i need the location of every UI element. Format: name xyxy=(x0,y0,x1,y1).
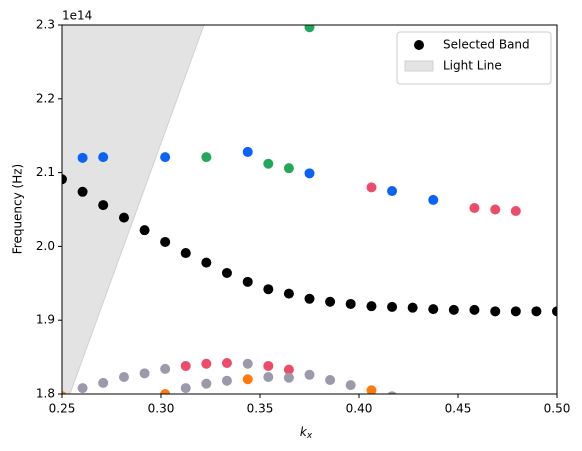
data-point xyxy=(283,364,294,375)
legend-label: Light Line xyxy=(443,59,502,73)
y-offset-label: 1e14 xyxy=(62,9,92,23)
data-point xyxy=(304,168,315,179)
data-point xyxy=(387,301,398,312)
data-point xyxy=(62,174,67,185)
data-point xyxy=(387,186,398,197)
y-tick-label: 2.1 xyxy=(36,165,55,179)
y-tick-label: 1.8 xyxy=(36,387,55,401)
data-point xyxy=(180,248,191,259)
data-point xyxy=(407,302,418,313)
legend-label: Selected Band xyxy=(443,38,530,52)
data-point xyxy=(345,298,356,309)
data-point xyxy=(118,372,129,383)
legend-patch xyxy=(404,60,434,72)
data-point xyxy=(180,360,191,371)
data-point xyxy=(263,284,274,295)
data-point xyxy=(366,385,377,394)
x-tick-label: 0.50 xyxy=(544,402,571,416)
data-point xyxy=(490,306,501,317)
y-tick-label: 2.0 xyxy=(36,239,55,253)
data-point xyxy=(469,203,480,214)
data-point xyxy=(283,288,294,299)
data-point xyxy=(160,152,171,163)
data-point xyxy=(98,377,109,388)
x-tick-label: 0.30 xyxy=(148,402,175,416)
data-point xyxy=(469,304,480,315)
light-line-region xyxy=(62,25,205,394)
data-point xyxy=(221,267,232,278)
data-point xyxy=(221,358,232,369)
data-point xyxy=(263,158,274,169)
data-point xyxy=(304,25,315,33)
x-label-base: k xyxy=(300,425,308,439)
axes: 0.25 0.30 0.35 0.40 0.45 0.50 1.8 1.9 2.0 2.1 2.2 2… xyxy=(36,18,570,416)
data-point xyxy=(531,306,542,317)
data-point xyxy=(325,374,336,385)
data-point xyxy=(263,360,274,371)
data-point xyxy=(448,304,459,315)
legend: Selected Band Light Line xyxy=(396,31,552,85)
data-point xyxy=(242,358,253,369)
plot-area xyxy=(62,25,557,394)
data-point xyxy=(62,391,67,394)
legend-box xyxy=(396,31,552,85)
y-tick-label: 1.9 xyxy=(36,313,55,327)
x-tick-label: 0.45 xyxy=(445,402,472,416)
data-point xyxy=(242,146,253,157)
data-point xyxy=(98,152,109,163)
data-point xyxy=(510,306,521,317)
x-axis-label: kx xyxy=(300,425,313,441)
data-point xyxy=(304,369,315,380)
data-point xyxy=(160,236,171,247)
data-point xyxy=(201,358,212,369)
data-point xyxy=(98,200,109,211)
data-point xyxy=(490,204,501,215)
data-point xyxy=(118,212,129,223)
legend-marker xyxy=(414,40,424,50)
y-tick-label: 2.3 xyxy=(36,18,55,32)
data-point xyxy=(387,391,397,394)
x-tick-label: 0.25 xyxy=(49,402,76,416)
data-point xyxy=(201,378,212,389)
axes-frame xyxy=(61,24,558,395)
data-point xyxy=(428,194,439,205)
data-point xyxy=(283,372,294,383)
data-point xyxy=(325,296,336,307)
data-point xyxy=(201,257,212,268)
data-point xyxy=(77,383,88,394)
y-tick-label: 2.2 xyxy=(36,91,55,105)
data-point xyxy=(263,372,274,383)
data-point xyxy=(552,306,557,317)
data-point xyxy=(283,163,294,174)
data-point xyxy=(160,363,171,374)
data-point xyxy=(366,182,377,193)
data-point xyxy=(242,374,253,385)
data-point xyxy=(180,383,191,394)
data-point xyxy=(221,375,232,386)
data-point xyxy=(77,186,88,197)
x-tick-label: 0.40 xyxy=(346,402,373,416)
data-point xyxy=(366,301,377,312)
data-point xyxy=(345,380,356,391)
data-point xyxy=(242,276,253,287)
data-point xyxy=(160,389,171,394)
y-axis-label: Frequency (Hz) xyxy=(11,164,25,255)
data-point xyxy=(139,368,150,379)
data-point xyxy=(201,152,212,163)
data-point xyxy=(510,205,521,216)
x-tick-label: 0.35 xyxy=(247,402,274,416)
data-point xyxy=(428,304,439,315)
data-point xyxy=(304,293,315,304)
data-point xyxy=(139,225,150,236)
data-point xyxy=(77,152,88,163)
x-label-sub: x xyxy=(306,431,313,441)
